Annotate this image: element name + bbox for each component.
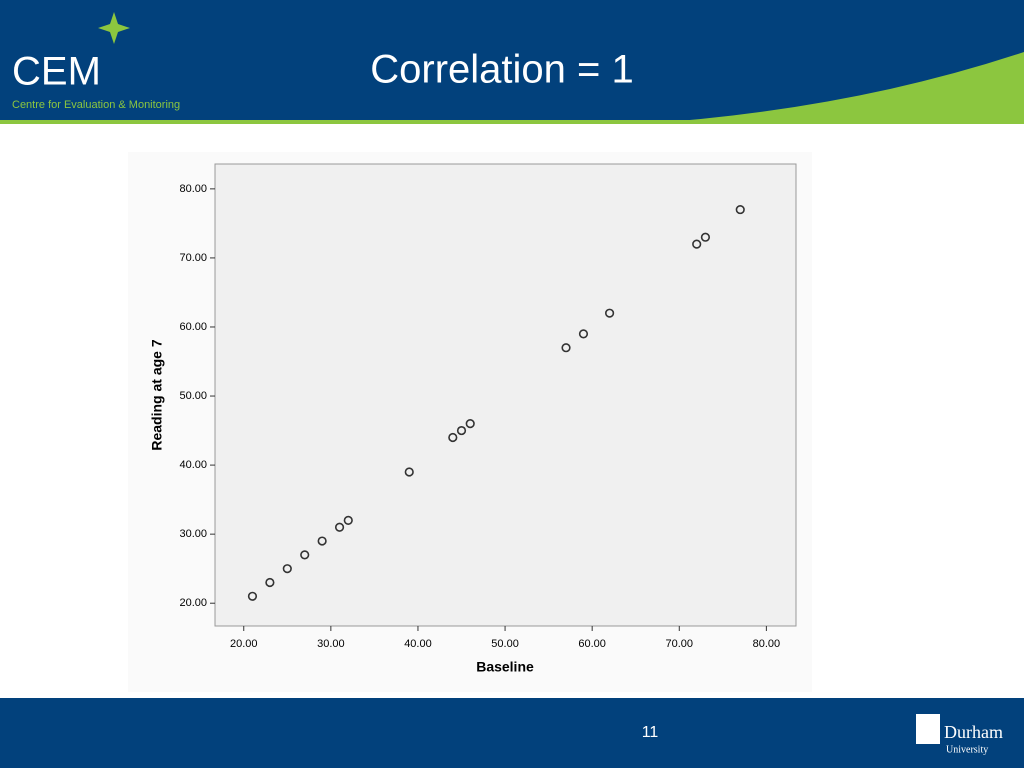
point xyxy=(692,239,702,249)
point xyxy=(700,232,711,242)
point xyxy=(334,522,345,532)
point xyxy=(317,536,327,546)
point xyxy=(578,329,589,339)
y-tick-label: 80.00 xyxy=(179,183,207,195)
y-tick-label: 40.00 xyxy=(179,459,207,471)
point xyxy=(247,591,258,601)
footer-band xyxy=(0,698,1024,768)
slide-number: 11 xyxy=(642,724,659,741)
y-axis-label: Reading at age 7 xyxy=(149,339,165,450)
footer-crest xyxy=(916,714,940,744)
x-tick-label: 60.00 xyxy=(578,638,606,650)
x-axis-label: Baseline xyxy=(476,659,534,675)
point xyxy=(343,515,353,525)
y-tick-label: 70.00 xyxy=(179,252,207,264)
point xyxy=(561,343,571,353)
point xyxy=(448,432,458,443)
point xyxy=(604,308,615,318)
y-tick-label: 20.00 xyxy=(179,597,207,609)
header-swoosh xyxy=(640,52,1024,124)
slide-title: Correlation = 1 xyxy=(370,48,633,92)
point xyxy=(465,419,475,429)
x-tick-label: 30.00 xyxy=(317,638,345,650)
footer-logo: Durham xyxy=(944,722,1003,742)
y-tick-label: 50.00 xyxy=(179,390,207,402)
logo-text: CEM xyxy=(12,50,101,94)
point xyxy=(456,425,467,436)
point xyxy=(300,550,310,560)
logo-star xyxy=(98,12,130,44)
footer-logo-sub: University xyxy=(946,744,988,755)
header-rule xyxy=(0,120,1024,124)
x-tick-label: 40.00 xyxy=(404,638,432,650)
y-tick-label: 30.00 xyxy=(179,528,207,540)
point xyxy=(404,467,414,477)
point xyxy=(265,577,275,588)
x-tick-label: 50.00 xyxy=(491,638,519,650)
x-tick-label: 20.00 xyxy=(230,638,258,650)
logo-subtitle: Centre for Evaluation & Monitoring xyxy=(12,99,180,111)
point xyxy=(282,564,292,574)
y-tick-label: 60.00 xyxy=(179,321,207,333)
x-tick-label: 70.00 xyxy=(666,638,694,650)
point xyxy=(735,204,745,215)
x-tick-label: 80.00 xyxy=(753,638,781,650)
